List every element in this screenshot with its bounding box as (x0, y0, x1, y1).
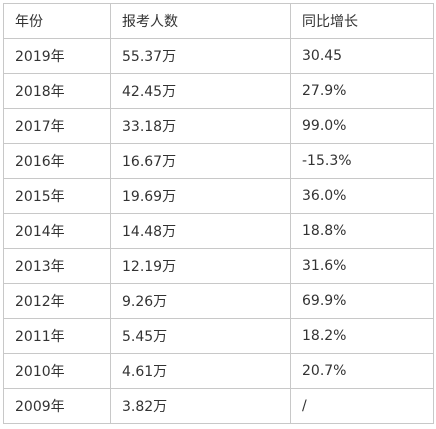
table-cell: 3.82万 (110, 388, 291, 424)
table-cell: / (290, 388, 434, 424)
table-cell: 2017年 (3, 108, 111, 144)
table-cell: 19.69万 (110, 178, 291, 214)
header-cell: 报考人数 (110, 3, 291, 39)
table-cell: 4.61万 (110, 353, 291, 389)
table-row: 2017年 33.18万 99.0% (3, 108, 434, 144)
header-row: 年份 报考人数 同比增长 (3, 3, 434, 39)
table-cell: 20.7% (290, 353, 434, 389)
table-cell: 2019年 (3, 38, 111, 74)
table-row: 2013年 12.19万 31.6% (3, 248, 434, 284)
table-cell: 18.8% (290, 213, 434, 249)
table-cell: 2010年 (3, 353, 111, 389)
table-row: 2009年 3.82万 / (3, 388, 434, 424)
table-cell: 27.9% (290, 73, 434, 109)
table-row: 2019年 55.37万 30.45 (3, 38, 434, 74)
table-cell: 16.67万 (110, 143, 291, 179)
table-cell: 2012年 (3, 283, 111, 319)
table-cell: 2009年 (3, 388, 111, 424)
table-cell: 9.26万 (110, 283, 291, 319)
table-cell: 5.45万 (110, 318, 291, 354)
table-row: 2010年 4.61万 20.7% (3, 353, 434, 389)
table-row: 2011年 5.45万 18.2% (3, 318, 434, 354)
table-cell: 2016年 (3, 143, 111, 179)
table-cell: 69.9% (290, 283, 434, 319)
table-row: 2015年 19.69万 36.0% (3, 178, 434, 214)
header-cell: 年份 (3, 3, 111, 39)
table-cell: 18.2% (290, 318, 434, 354)
table-cell: 2013年 (3, 248, 111, 284)
table-body: 年份 报考人数 同比增长 2019年 55.37万 30.45 2018年 42.45万 27.… (3, 3, 434, 424)
table-cell: 12.19万 (110, 248, 291, 284)
table-cell: 33.18万 (110, 108, 291, 144)
table-row: 2014年 14.48万 18.8% (3, 213, 434, 249)
table-cell: 2015年 (3, 178, 111, 214)
table-cell: 42.45万 (110, 73, 291, 109)
table-cell: 55.37万 (110, 38, 291, 74)
table-cell: 99.0% (290, 108, 434, 144)
header-cell: 同比增长 (290, 3, 434, 39)
data-table: 年份 报考人数 同比增长 2019年 55.37万 30.45 2018年 42.45万 27.… (3, 3, 434, 424)
table-cell: 2011年 (3, 318, 111, 354)
table-cell: 30.45 (290, 38, 434, 74)
table-row: 2012年 9.26万 69.9% (3, 283, 434, 319)
table-cell: 36.0% (290, 178, 434, 214)
table-cell: 31.6% (290, 248, 434, 284)
table-cell: 14.48万 (110, 213, 291, 249)
table-row: 2018年 42.45万 27.9% (3, 73, 434, 109)
table-cell: 2014年 (3, 213, 111, 249)
table-cell: 2018年 (3, 73, 111, 109)
table-row: 2016年 16.67万 -15.3% (3, 143, 434, 179)
table-cell: -15.3% (290, 143, 434, 179)
